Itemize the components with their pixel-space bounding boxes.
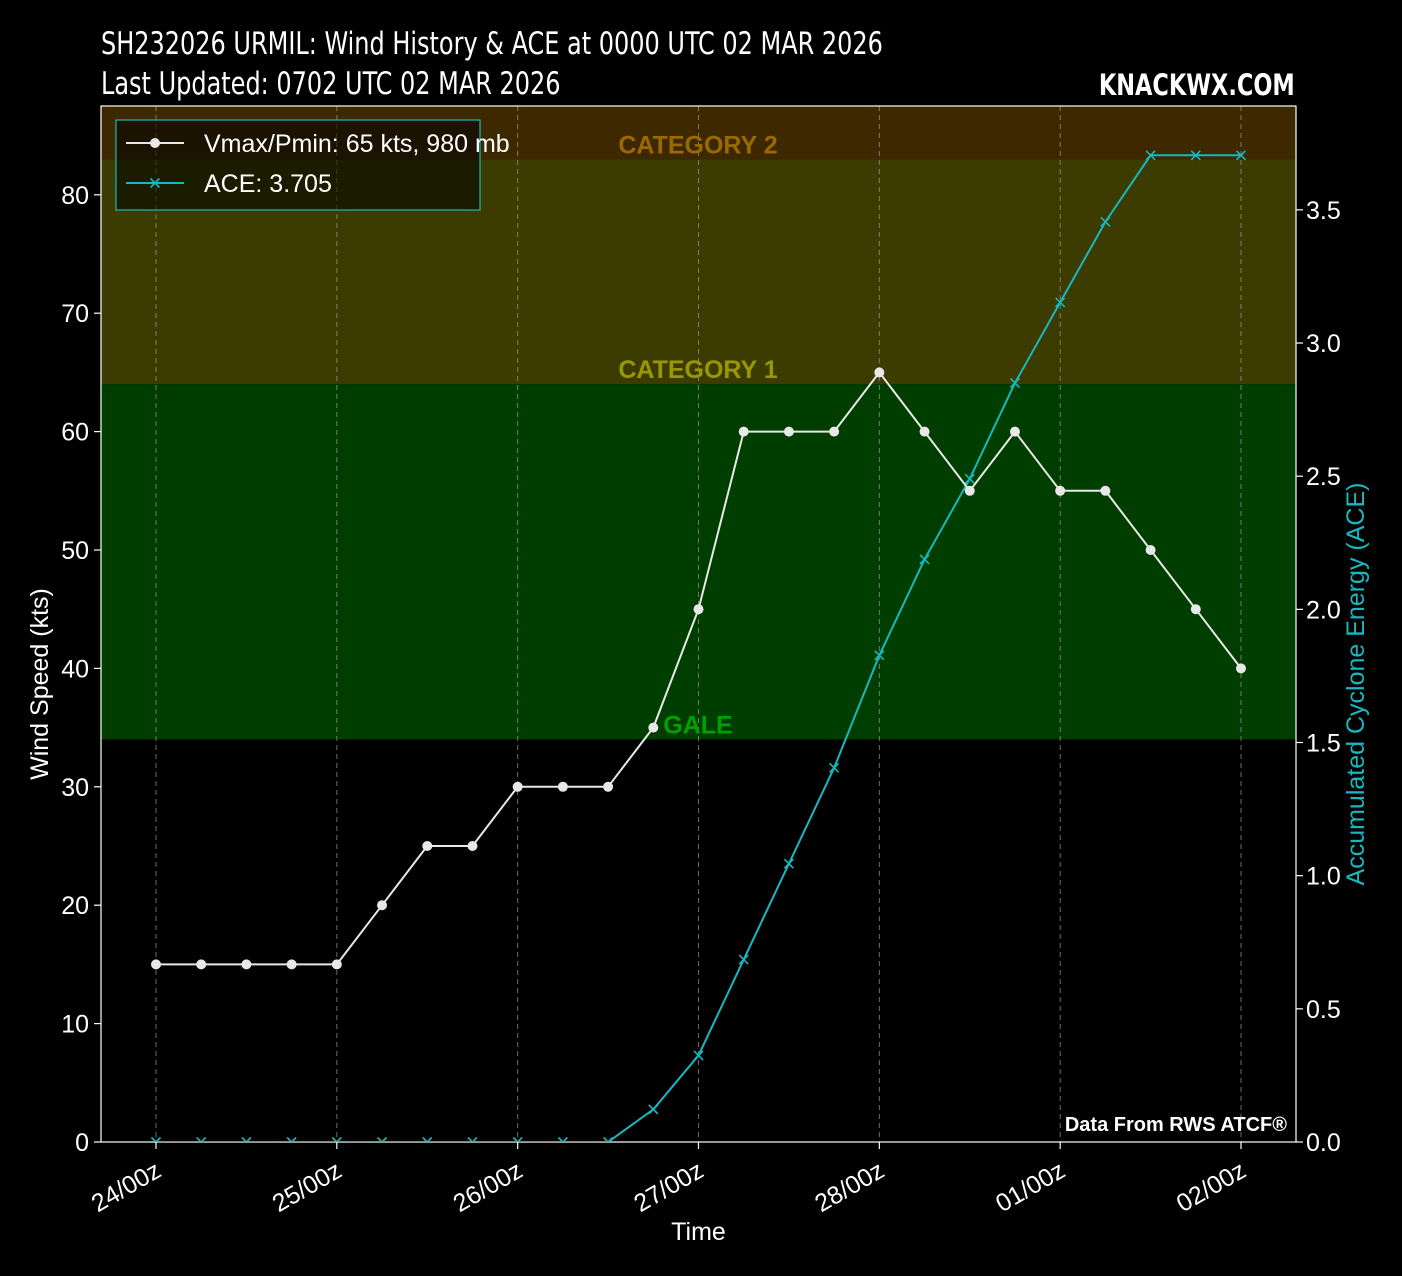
wind-point [1145,545,1156,555]
legend-wind-marker [150,138,160,148]
legend-ace-marker [149,177,161,189]
wind-point [557,781,568,792]
ace-point [557,1136,568,1142]
ace-point [241,1136,252,1142]
wind-point [286,959,297,970]
x-tick-label: 25/00z [268,1156,347,1218]
y-tick-label: 60 [61,419,89,447]
wind-point [512,781,523,792]
x-tick-label: 24/00z [87,1156,166,1218]
band-label: CATEGORY 1 [618,356,777,384]
wind-point [783,426,794,437]
y-tick-label: 40 [61,655,89,683]
y-tick-label: 50 [61,537,89,565]
ace-point [331,1136,342,1142]
y-tick-label: 20 [61,892,89,920]
legend-box [115,119,481,211]
y2-axis-title: Accumulated Cyclone Energy (ACE) [1342,483,1370,886]
ace-point [150,1136,162,1142]
y2-tick-label: 0.0 [1306,1129,1341,1157]
wind-point [1055,485,1066,496]
ace-point [286,1136,297,1142]
x-tick-label: 26/00z [448,1156,527,1218]
wind-point [151,959,161,970]
wind-point [1236,663,1246,674]
wind-point [603,781,614,792]
ace-point [693,1050,704,1061]
ace-point [467,1136,478,1142]
ace-point [196,1136,207,1142]
y-tick-label: 10 [61,1011,89,1039]
y2-tick-label: 2.0 [1306,596,1341,624]
wind-point [964,485,975,496]
wind-point [467,841,478,851]
x-tick-label: 27/00z [629,1156,708,1218]
ace-point [422,1136,433,1142]
y-tick-label: 0 [75,1129,89,1157]
ace-point [964,473,975,484]
source-note: Data From RWS ATCF® [1065,1114,1287,1136]
ace-point [829,762,840,773]
wind-point [196,959,207,970]
y2-tick-label: 3.0 [1306,330,1341,358]
y2-tick-label: 3.5 [1306,197,1341,225]
brand-label: KNACKWX.COM [1099,68,1295,102]
ace-point [874,650,885,661]
wind-point [874,367,885,378]
y2-tick-label: 1.5 [1306,730,1341,758]
chart-title: SH232026 URMIL: Wind History & ACE at 00… [101,26,883,62]
ace-point [376,1136,388,1142]
ace-point [1145,150,1156,161]
wind-point [422,841,433,851]
ace-point [1009,377,1021,389]
wind-point [1190,604,1201,615]
ace-point [603,1136,614,1142]
y-tick-label: 70 [61,300,89,328]
wind-point [241,959,252,970]
wind-point [693,604,704,615]
ace-point [1190,150,1201,161]
wind-point [331,959,342,970]
ace-point [1055,297,1066,308]
wind-point [919,426,930,437]
ace-point [738,954,749,965]
y-axis-title: Wind Speed (kts) [26,588,54,780]
wind-point [1100,485,1111,496]
wind-point [829,426,840,437]
ace-point [512,1136,523,1142]
y-tick-label: 30 [61,774,89,802]
ace-point [919,554,930,565]
y2-tick-label: 2.5 [1306,463,1341,491]
x-tick-label: 02/00z [1172,1156,1251,1218]
band-label: GALE [663,711,732,739]
ace-point [1100,216,1111,227]
series-group [150,150,1247,1142]
x-axis-title: Time [671,1218,726,1246]
x-tick-label: 28/00z [810,1156,889,1218]
chart-subtitle: Last Updated: 0702 UTC 02 MAR 2026 [101,66,561,102]
ace-point [648,1104,659,1115]
legend-ace-label: ACE: 3.705 [204,170,332,198]
wind-point [1009,426,1020,437]
y2-tick-label: 0.5 [1306,996,1341,1024]
x-tick-label: 01/00z [991,1156,1070,1218]
wind-point [738,426,749,437]
y2-tick-label: 1.0 [1306,863,1341,891]
wind-point [648,722,659,733]
legend-wind-label: Vmax/Pmin: 65 kts, 980 mb [204,130,510,158]
ace-point [1235,150,1247,161]
y-tick-label: 80 [61,182,89,210]
wind-point [377,900,388,911]
ace-point [783,858,794,869]
band-label: CATEGORY 2 [618,131,777,159]
